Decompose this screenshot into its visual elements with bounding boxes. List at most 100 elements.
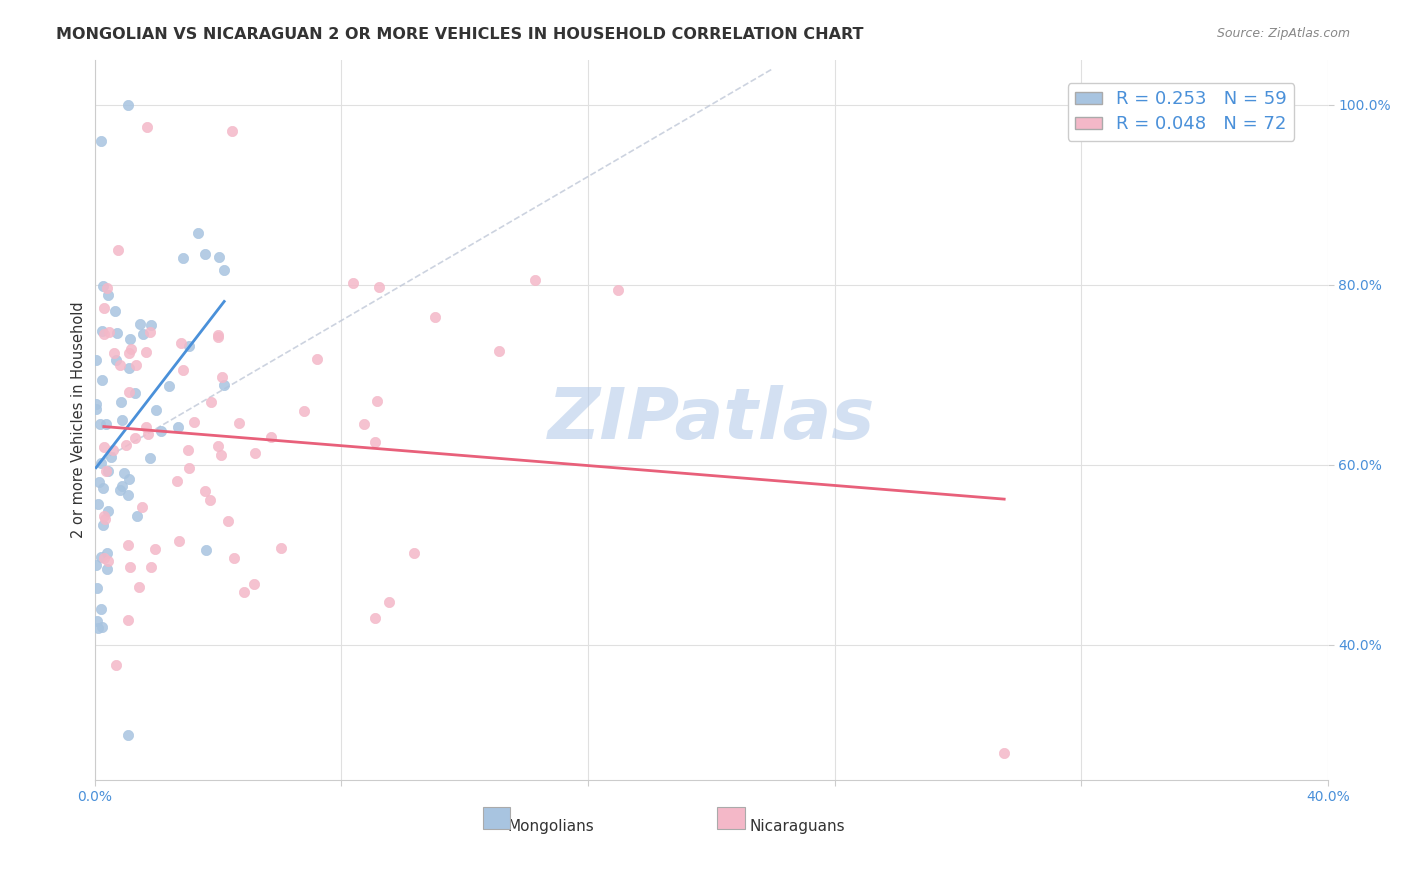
Point <box>117 488 139 502</box>
Point <box>93 327 115 342</box>
Point <box>117 728 139 742</box>
Point <box>305 352 328 367</box>
Point <box>124 431 146 445</box>
Point <box>368 280 391 294</box>
Point <box>91 373 114 387</box>
Point <box>136 426 159 441</box>
Point <box>364 435 387 450</box>
Point <box>166 474 188 488</box>
Point <box>292 404 315 418</box>
Point <box>172 362 194 376</box>
Point <box>84 352 107 367</box>
Point <box>243 576 266 591</box>
Point <box>93 509 115 524</box>
Point <box>136 120 159 134</box>
Point <box>96 546 118 560</box>
Point <box>139 325 162 339</box>
Point <box>97 554 120 568</box>
Point <box>91 324 114 338</box>
Point <box>157 378 180 392</box>
Point <box>107 243 129 257</box>
Point <box>228 416 250 430</box>
Point <box>233 584 256 599</box>
Point <box>94 512 117 526</box>
Point <box>87 621 110 635</box>
Point <box>187 226 209 240</box>
Point <box>207 329 229 343</box>
Point <box>118 472 141 486</box>
Point <box>108 483 131 497</box>
Point <box>103 346 125 360</box>
Text: MONGOLIAN VS NICARAGUAN 2 OR MORE VEHICLES IN HOUSEHOLD CORRELATION CHART: MONGOLIAN VS NICARAGUAN 2 OR MORE VEHICL… <box>56 27 863 42</box>
Point <box>117 539 139 553</box>
Point <box>128 580 150 594</box>
Point <box>97 288 120 302</box>
Point <box>423 310 446 324</box>
Point <box>89 475 111 489</box>
Point <box>93 518 115 533</box>
Point <box>132 327 155 342</box>
FancyBboxPatch shape <box>484 807 510 829</box>
Point <box>100 450 122 464</box>
Point <box>366 394 388 409</box>
Point <box>135 420 157 434</box>
Point <box>217 514 239 528</box>
Point <box>96 281 118 295</box>
Text: Nicaraguans: Nicaraguans <box>749 819 845 834</box>
Point <box>87 497 110 511</box>
Point <box>177 338 200 352</box>
Point <box>86 614 108 628</box>
Point <box>90 549 112 564</box>
Point <box>212 378 235 392</box>
Point <box>84 397 107 411</box>
Point <box>112 466 135 480</box>
Point <box>245 446 267 460</box>
Point <box>207 439 229 453</box>
Point <box>96 464 118 478</box>
Point <box>145 402 167 417</box>
Point <box>127 509 149 524</box>
Point <box>120 559 142 574</box>
Point <box>118 346 141 360</box>
Point <box>105 657 128 672</box>
Point <box>86 558 108 572</box>
Point <box>108 358 131 372</box>
Point <box>98 325 121 339</box>
Point <box>93 550 115 565</box>
Point <box>208 251 231 265</box>
Point <box>364 611 387 625</box>
Point <box>194 484 217 499</box>
Point <box>131 500 153 515</box>
Point <box>90 602 112 616</box>
Point <box>211 370 233 384</box>
FancyBboxPatch shape <box>717 807 745 829</box>
Point <box>105 326 128 341</box>
Point <box>115 437 138 451</box>
Point <box>198 492 221 507</box>
Point <box>101 443 124 458</box>
Point <box>117 97 139 112</box>
Point <box>176 442 198 457</box>
Point <box>260 430 283 444</box>
Point <box>117 361 139 376</box>
Text: Source: ZipAtlas.com: Source: ZipAtlas.com <box>1216 27 1350 40</box>
Point <box>90 456 112 470</box>
Point <box>91 620 114 634</box>
Point <box>118 332 141 346</box>
Point <box>104 304 127 318</box>
Point <box>111 479 134 493</box>
Point <box>94 417 117 431</box>
Point <box>179 461 201 475</box>
Point <box>117 613 139 627</box>
Point <box>111 413 134 427</box>
Point <box>212 263 235 277</box>
Point <box>342 276 364 290</box>
Point <box>993 746 1015 760</box>
Point <box>207 328 229 343</box>
Point <box>93 440 115 454</box>
Point <box>167 419 190 434</box>
Point <box>523 273 546 287</box>
Point <box>488 344 510 359</box>
Point <box>183 415 205 429</box>
Point <box>97 464 120 478</box>
